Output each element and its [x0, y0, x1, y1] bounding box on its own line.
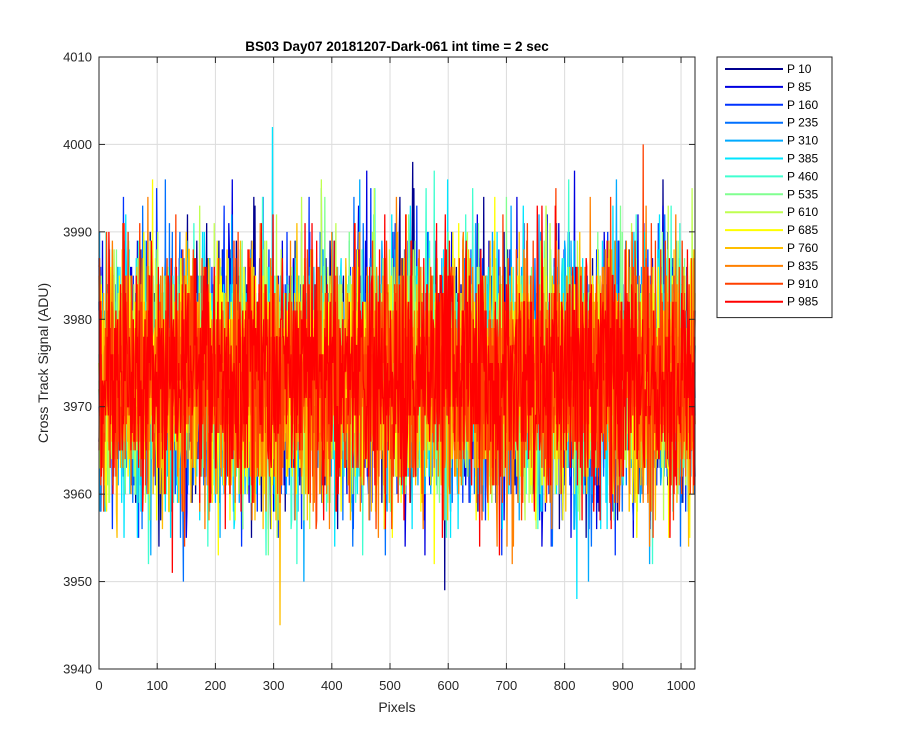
x-tick-label: 800 — [554, 678, 576, 693]
legend-entry: P 310 — [787, 134, 818, 148]
legend-entry: P 235 — [787, 116, 818, 130]
y-tick-label: 4010 — [63, 50, 92, 65]
x-axis-label: Pixels — [378, 699, 415, 715]
legend-entry: P 460 — [787, 169, 818, 183]
plot-frame — [98, 56, 696, 670]
legend-entry: P 910 — [787, 277, 818, 291]
legend-entry: P 535 — [787, 187, 818, 201]
y-axis-label: Cross Track Signal (ADU) — [35, 283, 51, 443]
x-tick-label: 600 — [437, 678, 459, 693]
series-line — [98, 205, 696, 573]
legend-entry: P 685 — [787, 223, 818, 237]
series-lines — [98, 126, 696, 626]
legend-entry: P 835 — [787, 259, 818, 273]
legend-entry: P 985 — [787, 295, 818, 309]
x-tick-label: 200 — [205, 678, 227, 693]
x-tick-label: 1000 — [667, 678, 696, 693]
legend-entry: P 160 — [787, 98, 818, 112]
legend-entry: P 10 — [787, 62, 812, 76]
x-tick-label: 900 — [612, 678, 634, 693]
y-tick-label: 3990 — [63, 224, 92, 239]
legend-entry: P 760 — [787, 241, 818, 255]
y-tick-label: 3970 — [63, 399, 92, 414]
x-tick-label: 400 — [321, 678, 343, 693]
y-tick-label: 3940 — [63, 662, 92, 677]
legend: P 10 P 85 P 160 P 235 P 310 P 385 P 460 P 535 P … — [716, 56, 833, 319]
x-tick-label: 700 — [496, 678, 518, 693]
series-line — [98, 144, 696, 547]
y-tick-label: 4000 — [63, 137, 92, 152]
legend-entry: P 385 — [787, 152, 818, 166]
x-axis: 0 100 200 300 400 500 600 700 800 900 1000 — [95, 57, 695, 693]
legend-entry: P 85 — [787, 80, 812, 94]
y-tick-label: 3980 — [63, 312, 92, 327]
legend-entry: P 610 — [787, 205, 818, 219]
x-tick-label: 500 — [379, 678, 401, 693]
x-tick-label: 0 — [95, 678, 102, 693]
chart-title: BS03 Day07 20181207-Dark-061 int time = … — [245, 39, 549, 54]
x-tick-label: 300 — [263, 678, 285, 693]
x-tick-label: 100 — [146, 678, 168, 693]
legend-box — [716, 56, 833, 319]
y-tick-label: 3960 — [63, 487, 92, 502]
y-tick-label: 3950 — [63, 574, 92, 589]
y-axis: 3940 3950 3960 3970 3980 3990 4000 4010 — [63, 50, 695, 677]
